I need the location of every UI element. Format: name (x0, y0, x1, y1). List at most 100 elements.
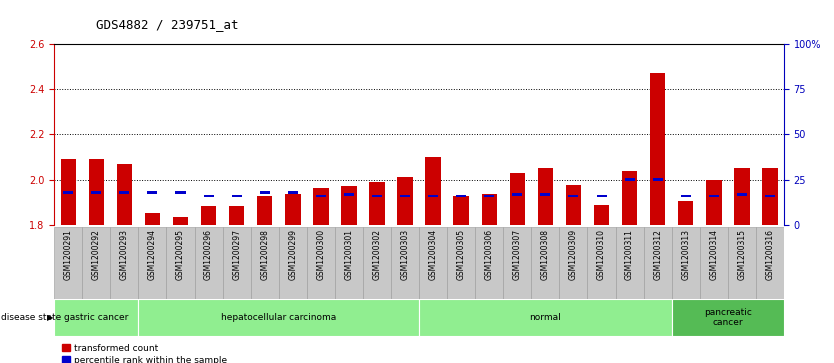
Bar (475, 227, 503, 299)
Text: GSM1200310: GSM1200310 (597, 229, 606, 280)
Bar (594, 205, 610, 225)
Bar (569, 195, 579, 197)
Bar (425, 157, 441, 225)
Bar (671, 227, 700, 299)
Text: GSM1200307: GSM1200307 (513, 229, 522, 280)
Bar (671, 299, 784, 336)
Bar (110, 227, 138, 299)
Bar (510, 173, 525, 225)
Bar (560, 227, 587, 299)
Bar (341, 187, 357, 225)
Bar (285, 195, 300, 225)
Text: GSM1200308: GSM1200308 (541, 229, 550, 280)
Bar (316, 195, 326, 197)
Text: GSM1200300: GSM1200300 (316, 229, 325, 280)
Bar (54, 299, 138, 336)
Text: GDS4882 / 239751_at: GDS4882 / 239751_at (96, 18, 239, 31)
Bar (203, 195, 214, 197)
Text: pancreatic
cancer: pancreatic cancer (704, 308, 751, 327)
Text: GSM1200297: GSM1200297 (232, 229, 241, 280)
Bar (335, 227, 363, 299)
Legend: transformed count, percentile rank within the sample: transformed count, percentile rank withi… (58, 340, 231, 363)
Bar (397, 178, 413, 225)
Bar (257, 196, 273, 225)
Bar (288, 191, 298, 194)
Bar (229, 206, 244, 225)
Bar (587, 227, 615, 299)
Text: gastric cancer: gastric cancer (64, 313, 128, 322)
Bar (700, 227, 728, 299)
Text: GSM1200294: GSM1200294 (148, 229, 157, 280)
Bar (167, 227, 194, 299)
Bar (565, 185, 581, 225)
Text: GSM1200306: GSM1200306 (485, 229, 494, 280)
Bar (756, 227, 784, 299)
Bar (653, 178, 663, 181)
Bar (503, 227, 531, 299)
Bar (622, 171, 637, 225)
Bar (644, 227, 671, 299)
Bar (734, 168, 750, 225)
Bar (138, 299, 419, 336)
Text: GSM1200295: GSM1200295 (176, 229, 185, 280)
Bar (615, 227, 644, 299)
Text: GSM1200316: GSM1200316 (766, 229, 775, 280)
Text: GSM1200311: GSM1200311 (626, 229, 634, 280)
Bar (54, 227, 83, 299)
Text: GSM1200298: GSM1200298 (260, 229, 269, 280)
Text: GSM1200313: GSM1200313 (681, 229, 691, 280)
Bar (83, 227, 110, 299)
Bar (765, 195, 775, 197)
Bar (625, 178, 635, 181)
Bar (678, 201, 693, 225)
Bar (428, 195, 438, 197)
Bar (681, 195, 691, 197)
Bar (540, 193, 550, 196)
Bar (344, 193, 354, 196)
Bar (400, 195, 410, 197)
Bar (456, 195, 466, 197)
Text: GSM1200291: GSM1200291 (63, 229, 73, 280)
Bar (194, 227, 223, 299)
Bar (145, 213, 160, 225)
Bar (481, 195, 497, 225)
Bar (313, 188, 329, 225)
Text: GSM1200299: GSM1200299 (289, 229, 297, 280)
Bar (419, 299, 671, 336)
Bar (372, 195, 382, 197)
Bar (61, 159, 76, 225)
Text: disease state: disease state (1, 313, 61, 322)
Bar (363, 227, 391, 299)
Bar (762, 168, 777, 225)
Bar (512, 193, 522, 196)
Bar (201, 206, 216, 225)
Text: ▶: ▶ (47, 313, 53, 322)
Bar (251, 227, 279, 299)
Bar (650, 73, 666, 225)
Bar (531, 227, 560, 299)
Bar (485, 195, 495, 197)
Text: normal: normal (530, 313, 561, 322)
Text: GSM1200312: GSM1200312 (653, 229, 662, 280)
Text: GSM1200305: GSM1200305 (457, 229, 465, 280)
Bar (91, 191, 101, 194)
Bar (279, 227, 307, 299)
Text: GSM1200293: GSM1200293 (120, 229, 129, 280)
Bar (138, 227, 167, 299)
Bar (63, 191, 73, 194)
Bar (391, 227, 419, 299)
Bar (307, 227, 335, 299)
Bar (709, 195, 719, 197)
Text: GSM1200296: GSM1200296 (204, 229, 213, 280)
Text: GSM1200303: GSM1200303 (400, 229, 409, 280)
Text: GSM1200301: GSM1200301 (344, 229, 354, 280)
Bar (737, 193, 747, 196)
Bar (259, 191, 269, 194)
Text: GSM1200292: GSM1200292 (92, 229, 101, 280)
Bar (148, 191, 158, 194)
Text: GSM1200304: GSM1200304 (429, 229, 438, 280)
Bar (419, 227, 447, 299)
Text: GSM1200302: GSM1200302 (373, 229, 381, 280)
Bar (596, 195, 606, 197)
Bar (706, 180, 721, 225)
